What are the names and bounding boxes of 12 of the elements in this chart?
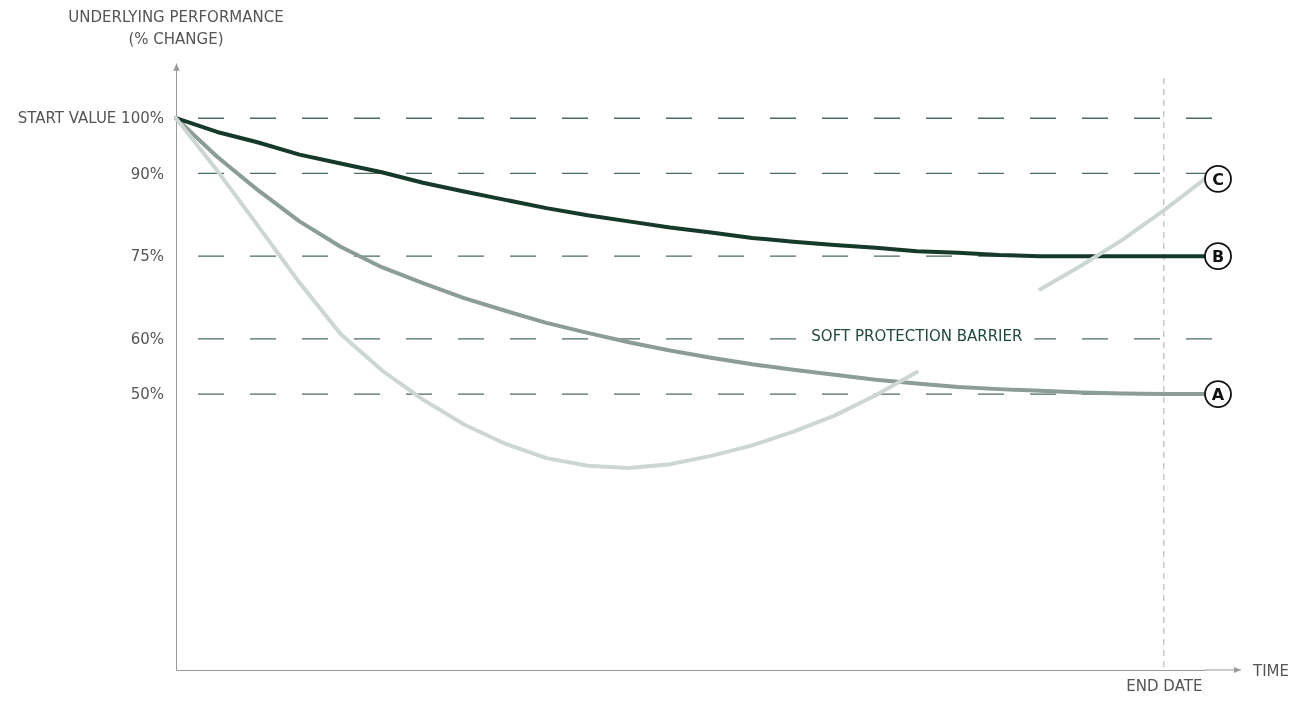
y-tick-label: 75% [130, 247, 164, 266]
annotation: SOFT PROTECTION BARRIER [811, 326, 1023, 345]
x-tick-label: END DATE [1126, 676, 1203, 695]
series-label: B [1211, 247, 1225, 267]
series-label: C [1212, 169, 1224, 189]
y-axis-title: UNDERLYING PERFORMANCE (% CHANGE) [68, 8, 284, 48]
y-tick-label: 90% [130, 164, 164, 183]
x-axis-title: TIME [1252, 662, 1290, 680]
series-label: A [1211, 385, 1225, 405]
y-tick-label: 60% [130, 330, 164, 349]
y-tick-label: 50% [130, 385, 164, 404]
y-tick-label: START VALUE 100% [17, 109, 164, 128]
